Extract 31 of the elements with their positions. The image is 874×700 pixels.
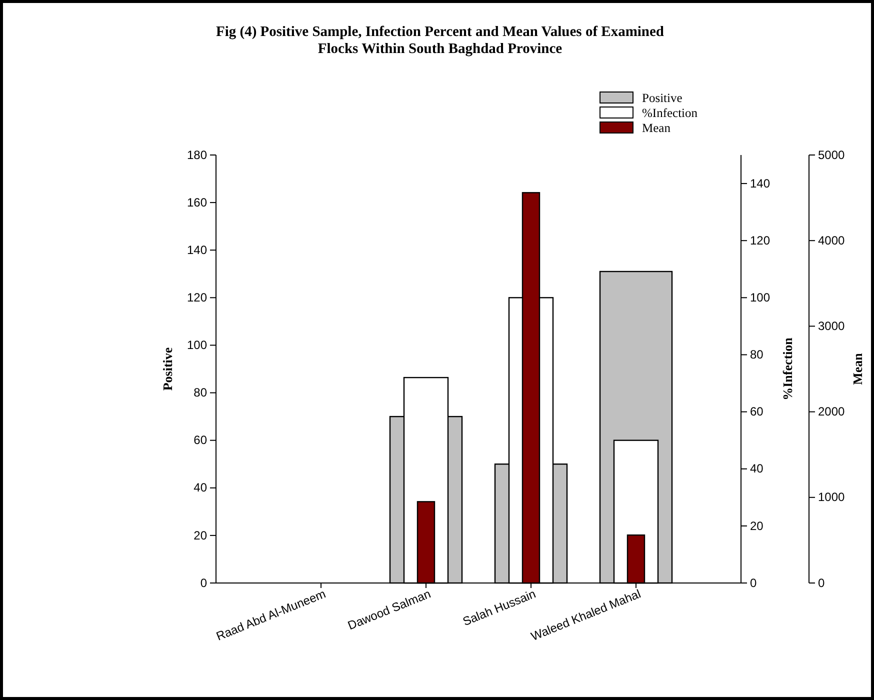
y-tick-label: 120 bbox=[186, 290, 208, 305]
y2-axis-title: %Infection bbox=[780, 336, 795, 400]
y2-tick-label: 40 bbox=[750, 462, 764, 476]
y2-tick-label: 0 bbox=[750, 576, 757, 590]
y2-tick-label: 80 bbox=[750, 348, 764, 362]
y2-tick-label: 20 bbox=[750, 518, 764, 533]
y3-tick-label: 4000 bbox=[818, 233, 846, 248]
y-tick-label: 0 bbox=[200, 576, 208, 590]
y3-tick-label: 2000 bbox=[818, 404, 846, 419]
y3-tick-label: 0 bbox=[818, 576, 825, 590]
y-tick-label: 100 bbox=[186, 338, 208, 352]
y2-tick-label: 60 bbox=[750, 404, 764, 419]
y-tick-label: 80 bbox=[194, 386, 208, 400]
y-tick-label: 40 bbox=[194, 480, 208, 495]
y3-tick-label: 5000 bbox=[818, 148, 846, 162]
y2-tick-label: 100 bbox=[750, 290, 770, 305]
y-tick-label: 60 bbox=[194, 433, 208, 448]
y-tick-label: 160 bbox=[186, 195, 208, 210]
legend-label: %Infection bbox=[642, 106, 698, 120]
y2-tick-label: 120 bbox=[750, 233, 770, 248]
y3-axis-title: Mean bbox=[850, 352, 865, 385]
y-axis-title: Positive bbox=[160, 347, 175, 391]
chart-title: Fig (4) Positive Sample, Infection Percent and Mean Values of Examined Flocks Within South Baghdad Province bbox=[216, 24, 664, 57]
y-tick-label: 20 bbox=[194, 528, 208, 542]
y-tick-label: 140 bbox=[186, 242, 208, 257]
y-tick-label: 180 bbox=[186, 148, 208, 162]
y2-tick-label: 140 bbox=[750, 176, 770, 190]
legend-label: Mean bbox=[642, 121, 672, 135]
y3-tick-label: 3000 bbox=[818, 319, 846, 334]
legend-label: Positive bbox=[642, 91, 683, 105]
y3-tick-label: 1000 bbox=[818, 490, 846, 504]
